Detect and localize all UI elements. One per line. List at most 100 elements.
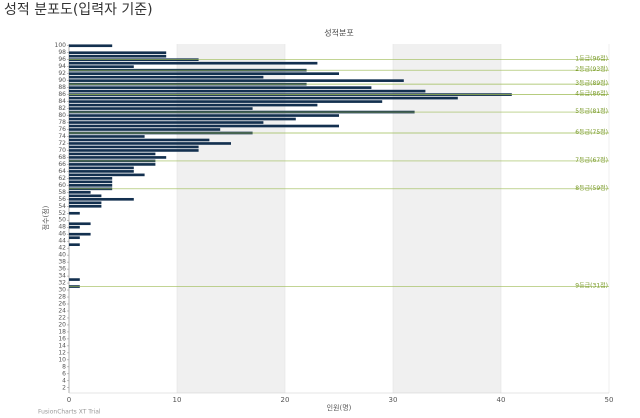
bar [69,177,113,180]
trend-label: 8등급(59점) [575,185,608,192]
y-tick-label: 72 [58,140,66,147]
y-axis-label: 점수(점) [42,205,50,230]
y-tick-label: 28 [58,294,66,301]
y-tick-label: 94 [58,63,66,70]
y-tick-label: 92 [58,70,66,77]
y-tick-label: 4 [62,377,66,384]
bar [69,96,458,100]
alt-band [393,44,501,393]
trend-label: 3등급(89점) [575,80,608,87]
y-tick-label: 80 [58,112,66,119]
bar [69,100,383,103]
bar [69,222,91,226]
bar [69,142,231,145]
y-tick-label: 38 [58,259,66,266]
bar [69,51,167,55]
y-tick-label: 66 [58,161,66,168]
x-axis-label: 인원(명) [327,403,352,412]
bar [69,236,80,240]
y-tick-label: 14 [58,342,66,349]
y-tick-label: 30 [58,287,66,294]
bar [69,138,210,142]
y-tick-label: 26 [58,301,66,308]
y-tick-label: 88 [58,84,66,91]
x-tick-label: 40 [497,396,506,404]
bar [69,166,134,170]
y-tick-label: 6 [62,370,66,377]
y-tick-label: 68 [58,154,66,161]
y-tick-label: 74 [58,133,66,140]
bar [69,103,318,107]
y-tick-label: 46 [58,231,66,238]
bar [69,61,318,65]
y-tick-label: 52 [58,210,66,217]
y-tick-label: 8 [62,363,66,370]
bar [69,173,145,177]
bar [69,124,339,128]
bar [69,114,339,117]
y-tick-label: 12 [58,349,66,356]
y-tick-label: 78 [58,119,66,126]
bar [69,72,339,75]
y-tick-label: 98 [58,49,66,56]
trend-label: 6등급(75점) [575,129,608,136]
bar [69,201,102,205]
bar [69,152,156,156]
bar [69,180,113,184]
y-tick-label: 42 [58,245,66,252]
bar [69,65,134,69]
y-tick-label: 24 [58,307,66,314]
y-tick-label: 22 [58,314,66,321]
x-tick-label: 50 [605,396,614,404]
x-tick-label: 30 [389,396,398,404]
y-tick-label: 60 [58,182,66,189]
trend-label: 1등급(96점) [575,56,608,63]
bar [69,163,156,166]
alt-band [177,44,285,393]
bar [69,211,80,215]
bar [69,121,264,124]
y-tick-label: 96 [58,56,66,63]
y-tick-label: 82 [58,105,66,112]
y-tick-label: 76 [58,126,66,133]
trend-label: 7등급(67점) [575,157,608,164]
y-tick-label: 48 [58,224,66,231]
x-tick-label: 0 [67,396,71,404]
bar [69,145,199,149]
y-tick-label: 34 [58,273,66,280]
bar [69,243,80,247]
bar [69,86,372,89]
y-tick-label: 36 [58,266,66,273]
bar [69,149,199,152]
trend-label: 4등급(86점) [575,91,608,98]
y-tick-label: 20 [58,321,66,328]
y-tick-label: 44 [58,238,66,245]
bar [69,170,134,173]
bar [69,44,113,48]
y-tick-label: 54 [58,203,66,210]
y-tick-label: 56 [58,196,66,203]
bar [69,194,102,198]
bar [69,156,167,159]
bar [69,107,253,110]
footer: FusionCharts XT Trial [38,409,101,416]
bar [69,79,404,82]
bar [69,117,296,121]
bar [69,184,113,187]
y-tick-label: 70 [58,147,66,154]
bar [69,197,134,201]
x-tick-label: 10 [173,396,182,404]
trend-label: 2등급(93점) [575,66,608,73]
bar [69,54,167,58]
y-tick-label: 58 [58,189,66,196]
y-tick-label: 50 [58,217,66,224]
bar [69,190,91,194]
trend-label: 5등급(81점) [575,108,608,115]
y-tick-label: 32 [58,280,66,287]
bar [69,204,102,208]
x-tick-label: 20 [281,396,290,404]
y-tick-label: 40 [58,252,66,259]
bar [69,75,264,79]
y-tick-label: 64 [58,168,66,175]
